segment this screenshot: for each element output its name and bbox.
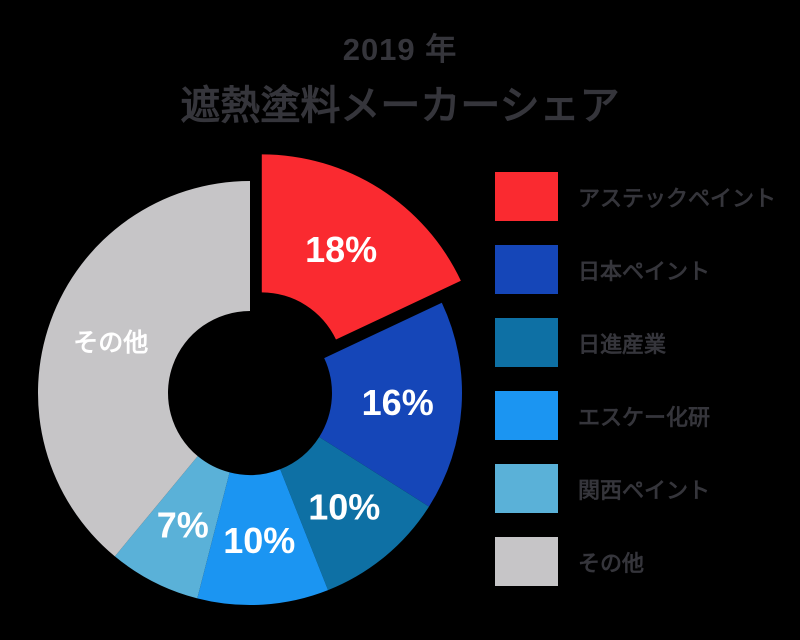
legend-item-4: 関西ペイント (495, 464, 776, 513)
chart-legend: アステックペイント 日本ペイント 日進産業エスケー化研 関西ペイント その他 (495, 172, 776, 610)
legend-label-4: 関西ペイント (578, 477, 711, 503)
pie-slice-3 (197, 469, 329, 605)
legend-label-1: 日本ペイント (578, 258, 711, 284)
legend-label-3: エスケー化研 (578, 404, 711, 430)
chart-title: 2019 年 遮熱塗料メーカーシェア (0, 24, 800, 131)
chart-title-main: 遮熱塗料メーカーシェア (180, 84, 620, 128)
legend-swatch-5 (495, 537, 558, 586)
pie-slice-label-3: 10% (223, 520, 295, 561)
pie-slice-label-4: 7% (157, 504, 209, 545)
legend-swatch-0 (495, 172, 558, 221)
legend-item-0: アステックペイント (495, 172, 776, 221)
chart-title-year: 2019 年 (342, 32, 458, 67)
pie-slice-2 (280, 436, 429, 591)
legend-item-2: 日進産業 (495, 318, 776, 367)
pie-slice-label-1: 16% (362, 382, 434, 423)
legend-label-5: その他 (578, 550, 645, 576)
legend-label-2: 日進産業 (578, 331, 667, 357)
legend-label-0: アステックペイント (578, 185, 777, 211)
pie-slice-label-0: 18% (305, 229, 377, 270)
legend-item-1: 日本ペイント (495, 245, 776, 294)
legend-swatch-2 (495, 318, 558, 367)
pie-slice-label-5: その他 (73, 329, 148, 357)
pie-slice-1 (319, 302, 463, 507)
pie-slice-4 (114, 456, 230, 599)
pie-slice-0 (261, 154, 461, 340)
legend-swatch-3 (495, 391, 558, 440)
legend-item-3: エスケー化研 (495, 391, 776, 440)
legend-item-5: その他 (495, 537, 776, 586)
pie-slice-label-2: 10% (308, 487, 380, 528)
legend-swatch-4 (495, 464, 558, 513)
legend-swatch-1 (495, 245, 558, 294)
pie-slice-5 (38, 181, 250, 557)
